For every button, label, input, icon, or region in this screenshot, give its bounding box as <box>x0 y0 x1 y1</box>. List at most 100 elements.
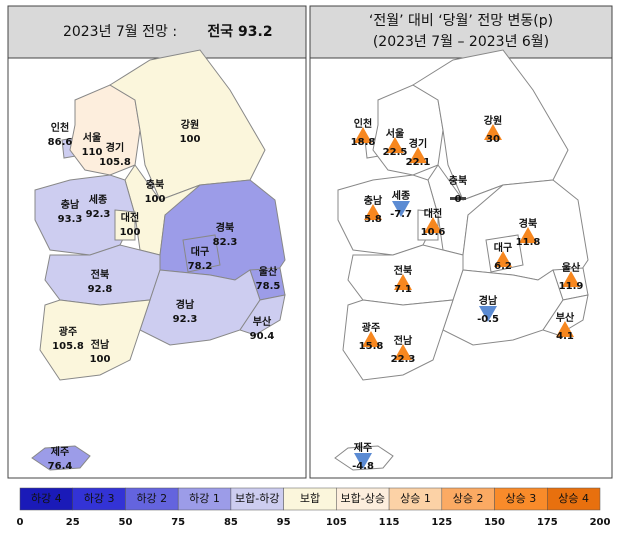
legend-label: 하강 1 <box>189 491 220 505</box>
up-marker <box>556 321 574 337</box>
region-name: 전북 <box>394 264 412 277</box>
left-title-highlight: 전국 93.2 <box>207 23 272 40</box>
legend-label: 하강 3 <box>84 491 115 505</box>
legend-tick: 125 <box>431 517 452 528</box>
region-value: 22.3 <box>391 354 416 365</box>
region-name: 경북 <box>216 221 234 234</box>
region-value: 0 <box>455 194 462 205</box>
region-value: 82.3 <box>213 237 238 248</box>
legend-label: 상승 1 <box>400 492 431 505</box>
region-value: 92.3 <box>86 209 111 220</box>
left-title-prefix: 2023년 7월 전망 : <box>63 24 177 40</box>
up-marker <box>409 147 427 163</box>
region-value: 100 <box>120 227 141 238</box>
region-name: 경남 <box>176 298 195 311</box>
region <box>342 299 454 381</box>
region-name: 경북 <box>519 217 537 230</box>
up-marker <box>362 331 380 347</box>
legend-tick: 0 <box>17 517 24 528</box>
region-name: 제주 <box>354 441 372 454</box>
up-marker <box>424 217 442 233</box>
region-value: -4.8 <box>352 461 374 472</box>
region-name: 충북 <box>146 178 164 191</box>
down-marker <box>479 306 497 322</box>
region-name: 대전 <box>121 211 139 224</box>
down-marker <box>354 453 372 469</box>
region <box>39 299 151 381</box>
region-name: 대전 <box>424 207 442 220</box>
region-name: 강원 <box>181 118 199 131</box>
up-marker <box>519 227 537 243</box>
region-value: 11.8 <box>516 237 541 248</box>
region-name: 세종 <box>89 193 107 206</box>
legend-tick: 95 <box>277 517 291 528</box>
legend-label: 보합-하강 <box>235 491 279 505</box>
region-name: 부산 <box>556 311 575 324</box>
region-value: 78.2 <box>188 261 213 272</box>
legend-tick: 105 <box>326 517 347 528</box>
legend-tick: 50 <box>118 517 132 528</box>
legend-tick: 85 <box>224 517 238 528</box>
region-name: 전남 <box>394 334 413 347</box>
region-value: 10.6 <box>421 227 446 238</box>
legend-tick: 150 <box>484 517 505 528</box>
legend-label: 상승 2 <box>453 492 484 505</box>
region-name: 인천 <box>354 117 372 130</box>
region-name: 충남 <box>364 194 383 207</box>
region-name: 대구 <box>494 241 512 254</box>
region-value: 18.8 <box>351 137 376 148</box>
legend-tick: 200 <box>590 517 611 528</box>
region-value: 110 <box>82 147 103 158</box>
legend-label: 보합-상승 <box>341 492 385 505</box>
legend-label: 상승 3 <box>506 492 537 505</box>
region-value: 78.5 <box>256 281 281 292</box>
region-name: 제주 <box>51 445 69 458</box>
region-name: 울산 <box>259 265 278 278</box>
region-name: 서울 <box>83 131 101 144</box>
region <box>31 445 91 471</box>
up-marker <box>562 271 580 287</box>
region <box>182 234 221 273</box>
region-value: -7.7 <box>390 209 412 220</box>
region <box>542 294 589 336</box>
legend-swatch <box>547 487 601 511</box>
down-marker <box>392 201 410 217</box>
up-marker <box>354 127 372 143</box>
region-value: 15.8 <box>359 341 384 352</box>
region-name: 전북 <box>91 268 109 281</box>
legend: 하강 4 하강 3 하강 2 하강 1 보합-하강 보합 보합-상승 상승 1 상승 2 상승 3… <box>17 487 611 528</box>
region-value: 5.8 <box>364 214 382 225</box>
up-marker <box>394 274 412 290</box>
region-value: 100 <box>145 194 166 205</box>
region-value: -0.5 <box>477 314 499 325</box>
region-value: 105.8 <box>99 157 131 168</box>
region-value: 22.1 <box>406 157 431 168</box>
region-value: 76.4 <box>48 461 73 472</box>
region-value: 30 <box>486 134 500 145</box>
region-value: 86.6 <box>48 137 73 148</box>
region-name: 경기 <box>106 141 124 154</box>
legend-label: 상승 4 <box>558 492 589 505</box>
region-name: 인천 <box>51 121 69 134</box>
legend-tick: 175 <box>537 517 558 528</box>
region-name: 경기 <box>409 137 427 150</box>
region-value: 92.8 <box>88 284 113 295</box>
region-name: 서울 <box>386 127 404 140</box>
region <box>485 234 524 273</box>
region-value: 100 <box>90 354 111 365</box>
region-name: 강원 <box>484 114 502 127</box>
region-value: 92.3 <box>173 314 198 325</box>
region-value: 93.3 <box>58 214 83 225</box>
region-value: 11.9 <box>559 281 584 292</box>
region-name: 광주 <box>362 322 380 334</box>
up-marker <box>494 251 512 267</box>
region-value: 4.1 <box>556 331 574 342</box>
up-marker <box>386 137 404 153</box>
legend-tick: 75 <box>171 517 185 528</box>
region-value: 90.4 <box>250 331 275 342</box>
region-name: 충북 <box>449 174 467 187</box>
region <box>239 294 286 336</box>
